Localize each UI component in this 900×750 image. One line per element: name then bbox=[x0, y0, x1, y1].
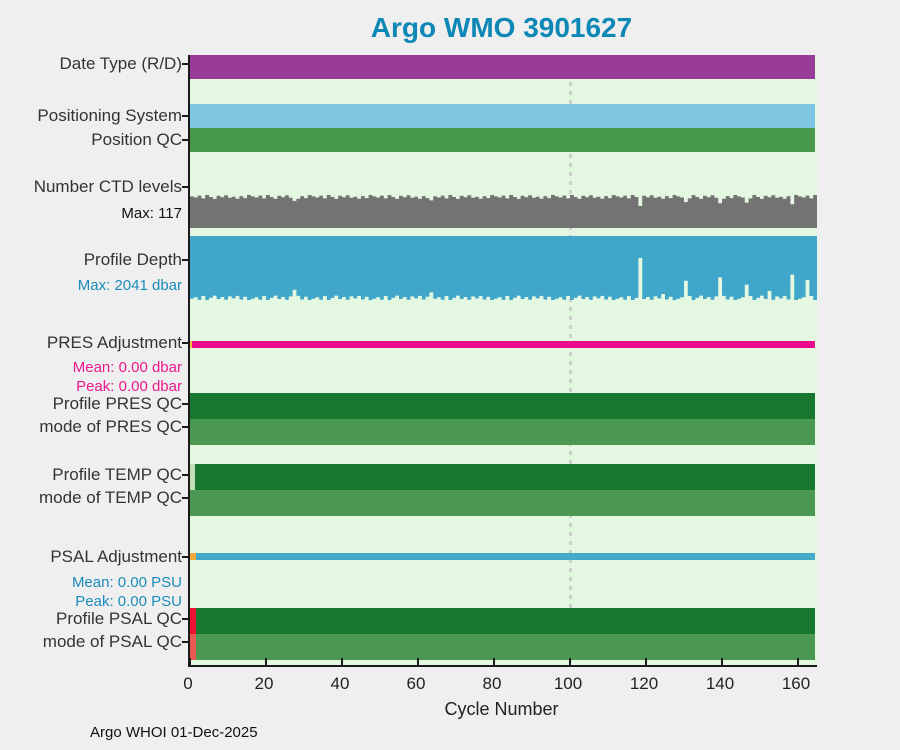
row-label-positioning_system: Positioning System bbox=[37, 106, 182, 125]
row-band-mode_psal_qc bbox=[190, 634, 815, 660]
row-sublabel-ctd_levels-0: Max: 117 bbox=[121, 205, 182, 222]
x-axis-title: Cycle Number bbox=[444, 699, 559, 719]
row-sublabel-psal_adjustment-1: Peak: 0.00 PSU bbox=[75, 593, 182, 610]
row-sublabel-profile_depth-0: Max: 2041 dbar bbox=[77, 277, 182, 294]
x-tick-label-160: 160 bbox=[781, 674, 811, 693]
x-tick-label-0: 0 bbox=[183, 674, 193, 693]
x-tick-mark bbox=[341, 658, 343, 665]
footer-attribution: Argo WHOI 01-Dec-2025 bbox=[90, 724, 258, 741]
y-tick-mark bbox=[182, 641, 188, 643]
x-tick-label-40: 40 bbox=[330, 674, 350, 693]
x-tick-label-20: 20 bbox=[254, 674, 274, 693]
row-label-profile_depth: Profile Depth bbox=[83, 250, 182, 269]
row-start-tick-mode_psal_qc bbox=[190, 634, 196, 660]
y-tick-mark bbox=[182, 139, 188, 141]
row-band-profile_temp_qc bbox=[190, 464, 815, 490]
y-tick-mark bbox=[182, 497, 188, 499]
row-band-positioning_system bbox=[190, 104, 815, 128]
x-tick-label-60: 60 bbox=[406, 674, 426, 693]
row-band-pres_adjustment bbox=[190, 341, 815, 348]
x-tick-mark bbox=[721, 658, 723, 665]
y-tick-mark bbox=[182, 474, 188, 476]
row-band-mode_pres_qc bbox=[190, 419, 815, 445]
row-band-profile_pres_qc bbox=[190, 393, 815, 419]
row-label-profile_temp_qc: Profile TEMP QC bbox=[52, 465, 182, 484]
x-tick-mark bbox=[645, 658, 647, 665]
row-band-mode_temp_qc bbox=[190, 490, 815, 516]
row-start-tick-psal_adjustment bbox=[190, 553, 196, 560]
y-tick-mark bbox=[182, 618, 188, 620]
y-axis-labels: Date Type (R/D) Positioning System Positio… bbox=[0, 0, 188, 750]
y-tick-mark bbox=[182, 426, 188, 428]
x-tick-label-140: 140 bbox=[705, 674, 735, 693]
row-label-mode_psal_qc: mode of PSAL QC bbox=[42, 632, 182, 651]
row-bars-ctd_levels bbox=[190, 195, 817, 228]
x-tick-label-80: 80 bbox=[482, 674, 502, 693]
row-label-date_type: Date Type (R/D) bbox=[59, 54, 182, 73]
x-tick-label-100: 100 bbox=[553, 674, 583, 693]
row-band-profile_psal_qc bbox=[190, 608, 815, 634]
y-tick-mark bbox=[182, 259, 188, 261]
row-label-pres_adjustment: PRES Adjustment bbox=[46, 333, 182, 352]
y-tick-mark bbox=[182, 186, 188, 188]
x-tick-mark bbox=[569, 658, 571, 665]
x-tick-mark bbox=[265, 658, 267, 665]
row-start-tick-profile_psal_qc bbox=[190, 608, 196, 634]
row-sublabel-pres_adjustment-1: Peak: 0.00 dbar bbox=[76, 378, 182, 395]
y-tick-mark bbox=[182, 556, 188, 558]
row-label-mode_temp_qc: mode of TEMP QC bbox=[39, 488, 182, 507]
row-label-ctd_levels: Number CTD levels bbox=[33, 177, 182, 196]
row-band-psal_adjustment bbox=[190, 553, 815, 560]
row-label-profile_psal_qc: Profile PSAL QC bbox=[56, 609, 182, 628]
row-sublabel-psal_adjustment-0: Mean: 0.00 PSU bbox=[71, 574, 182, 591]
x-tick-mark bbox=[797, 658, 799, 665]
row-band-position_qc bbox=[190, 128, 815, 152]
y-tick-mark bbox=[182, 403, 188, 405]
row-label-position_qc: Position QC bbox=[91, 130, 182, 149]
x-tick-mark bbox=[493, 658, 495, 665]
row-sublabel-pres_adjustment-0: Mean: 0.00 dbar bbox=[72, 359, 182, 376]
row-bars-profile_depth bbox=[190, 236, 817, 300]
row-band-date_type bbox=[190, 55, 815, 79]
row-label-mode_pres_qc: mode of PRES QC bbox=[39, 417, 182, 436]
y-tick-mark bbox=[182, 342, 188, 344]
x-tick-label-120: 120 bbox=[629, 674, 659, 693]
row-label-profile_pres_qc: Profile PRES QC bbox=[52, 394, 182, 413]
row-label-psal_adjustment: PSAL Adjustment bbox=[50, 547, 182, 566]
y-tick-mark bbox=[182, 63, 188, 65]
y-tick-mark bbox=[182, 115, 188, 117]
chart-title: Argo WMO 3901627 bbox=[370, 12, 633, 43]
x-tick-mark bbox=[417, 658, 419, 665]
x-tick-mark bbox=[189, 658, 191, 665]
cycle-100-dashed-marker bbox=[568, 55, 572, 665]
row-start-tick-pres_adjustment bbox=[190, 341, 192, 348]
row-start-tick-profile_temp_qc bbox=[190, 464, 195, 490]
plot-area bbox=[188, 55, 817, 667]
